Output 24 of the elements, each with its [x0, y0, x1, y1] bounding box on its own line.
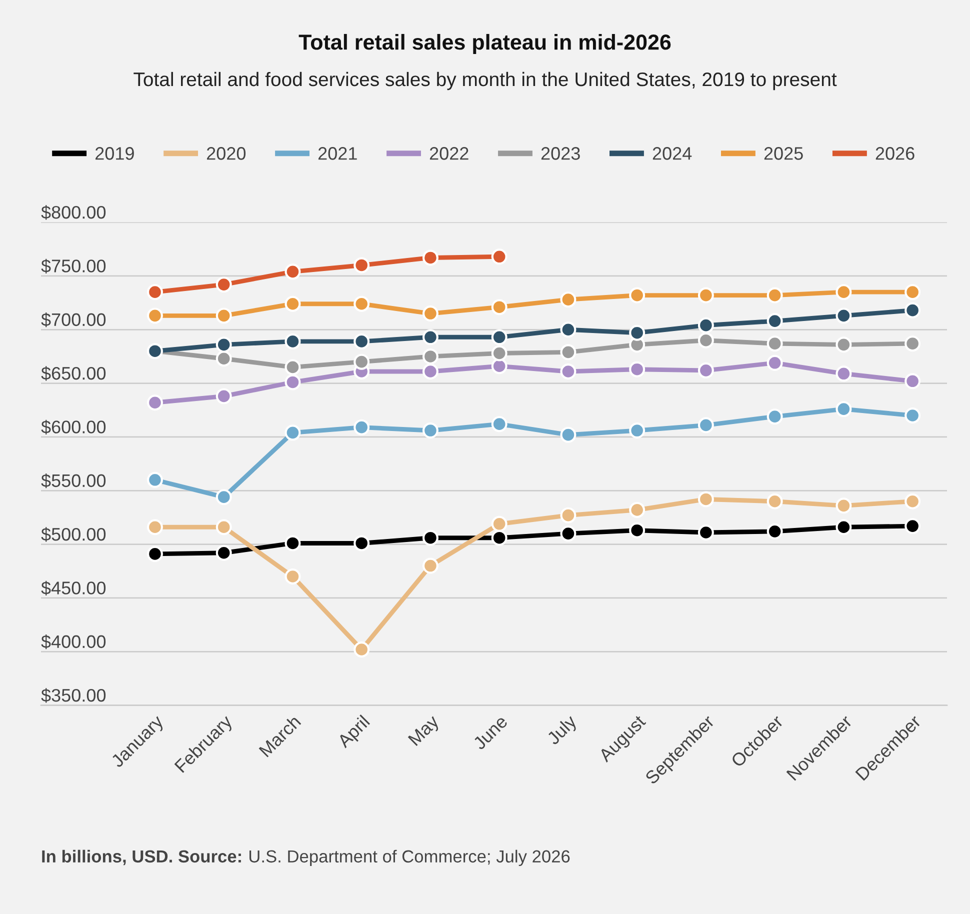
- legend-label: 2021: [318, 147, 357, 160]
- legend-label: 2022: [430, 147, 468, 160]
- legend-label: 2024: [652, 147, 692, 160]
- y-tick-label: $450.00: [41, 580, 106, 596]
- legend-label: 2026: [876, 147, 914, 160]
- y-tick-label: $400.00: [41, 634, 106, 650]
- legend-label: 2025: [764, 147, 803, 160]
- y-tick-label: $500.00: [41, 527, 106, 542]
- text: U.S. Department of Commerce; July 2026: [249, 850, 570, 866]
- y-tick-label: $600.00: [41, 420, 106, 434]
- legend-label: 2020: [206, 147, 246, 160]
- text: In billions, USD. Source:: [42, 850, 241, 866]
- y-tick-label: $800.00: [41, 205, 106, 220]
- y-tick-label: $350.00: [41, 688, 106, 703]
- chart-subtitle: Total retail and food services sales by month in the United States, 2019 to present: [134, 72, 837, 90]
- x-tick-label: July: [546, 714, 580, 748]
- x-tick-label: May: [408, 714, 442, 749]
- y-tick-label: $550.00: [41, 474, 106, 488]
- y-tick-label: $700.00: [41, 312, 106, 328]
- legend-label: 2023: [541, 147, 580, 160]
- chart-title: Total retail sales plateau in mid-2026: [298, 34, 671, 54]
- y-tick-label: $750.00: [41, 258, 106, 274]
- y-tick-label: $650.00: [41, 366, 106, 381]
- legend-label: 2019: [96, 147, 134, 160]
